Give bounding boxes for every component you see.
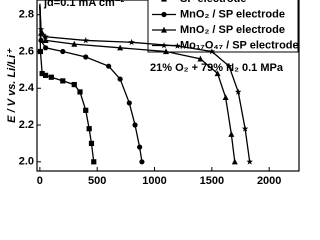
marker bbox=[222, 94, 229, 101]
marker bbox=[174, 42, 181, 49]
legend-label: MnO₂ / SP electrode bbox=[180, 24, 285, 36]
y-tick-label: 2.2 bbox=[19, 119, 34, 131]
marker bbox=[83, 54, 89, 60]
marker bbox=[225, 62, 233, 69]
legend-marker bbox=[161, 0, 167, 2]
marker bbox=[126, 100, 132, 106]
marker bbox=[106, 63, 112, 69]
y-tick-label: 2.8 bbox=[19, 9, 34, 21]
legend-label: Mo₁₇O₄₇ / SP electrode bbox=[180, 39, 299, 51]
legend-marker bbox=[161, 11, 167, 18]
y-tick-label: 2.4 bbox=[19, 82, 35, 94]
marker bbox=[235, 88, 242, 95]
marker bbox=[228, 131, 235, 137]
marker bbox=[83, 107, 89, 113]
legend-box bbox=[147, 0, 299, 53]
annotation: jd=0.1 mA cm⁻² bbox=[43, 0, 125, 9]
legend-label: SP electrode bbox=[180, 0, 246, 5]
marker bbox=[162, 48, 169, 55]
marker bbox=[231, 158, 238, 165]
marker bbox=[39, 70, 45, 77]
marker bbox=[71, 81, 77, 88]
x-tick-label: 1500 bbox=[200, 175, 224, 187]
marker bbox=[38, 37, 44, 44]
legend-label: MnO₂ / SP electrode bbox=[180, 8, 285, 20]
marker bbox=[137, 144, 143, 150]
x-tick-label: 2000 bbox=[257, 175, 281, 187]
marker bbox=[42, 37, 49, 44]
y-tick-label: 2.6 bbox=[19, 45, 34, 57]
x-tick-label: 1000 bbox=[142, 175, 166, 187]
marker bbox=[197, 55, 204, 62]
marker bbox=[60, 48, 66, 55]
marker bbox=[214, 70, 221, 77]
marker bbox=[91, 159, 97, 165]
marker bbox=[42, 45, 49, 51]
marker bbox=[42, 72, 49, 78]
marker bbox=[117, 44, 124, 51]
marker bbox=[128, 38, 135, 46]
marker bbox=[77, 89, 83, 95]
legend-marker bbox=[161, 26, 167, 33]
plot-frame bbox=[36, 0, 300, 172]
chart: E / V vs. Li/Li⁺ jd=0.1 mA cm⁻² 21% O₂ +… bbox=[6, 0, 300, 187]
marker bbox=[42, 33, 49, 40]
x-tick-label: 0 bbox=[37, 175, 43, 187]
marker bbox=[60, 78, 66, 84]
marker bbox=[139, 159, 145, 165]
marker bbox=[241, 125, 249, 132]
marker bbox=[38, 29, 45, 36]
marker bbox=[132, 122, 138, 128]
marker bbox=[71, 40, 78, 47]
marker bbox=[37, 26, 45, 33]
marker bbox=[88, 140, 95, 147]
x-tick-label: 500 bbox=[88, 175, 106, 187]
series-line bbox=[39, 5, 95, 162]
marker bbox=[48, 74, 54, 80]
annotation: 21% O₂ + 79% N₂ 0.1 MPa bbox=[150, 62, 284, 74]
marker bbox=[117, 76, 123, 82]
legend-marker bbox=[160, 42, 168, 49]
y-axis-label: E / V vs. Li/Li⁺ bbox=[6, 48, 18, 123]
y-tick-label: 2.0 bbox=[19, 156, 34, 168]
marker bbox=[246, 158, 253, 165]
marker bbox=[37, 48, 44, 55]
marker bbox=[208, 48, 216, 55]
marker bbox=[82, 37, 89, 44]
marker bbox=[86, 126, 92, 132]
